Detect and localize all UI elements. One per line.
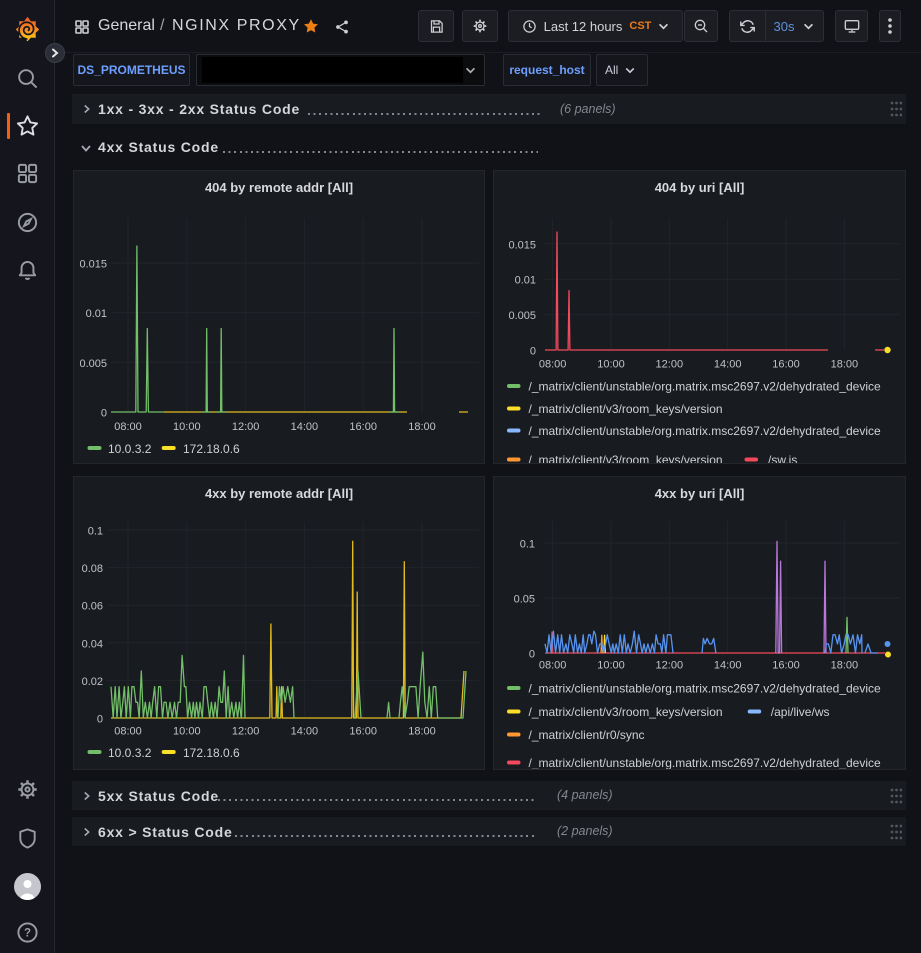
svg-text:14:00: 14:00 [291, 726, 319, 738]
svg-text:08:00: 08:00 [539, 359, 567, 371]
svg-text:/_matrix/client/unstable/org.m: /_matrix/client/unstable/org.matrix.msc2… [529, 682, 882, 696]
svg-text:/sw.js: /sw.js [768, 453, 797, 464]
svg-text:0: 0 [97, 714, 103, 726]
svg-text:10.0.3.2: 10.0.3.2 [108, 442, 152, 456]
svg-text:16:00: 16:00 [349, 421, 377, 433]
svg-text:12:00: 12:00 [232, 726, 260, 738]
svg-text:14:00: 14:00 [291, 421, 319, 433]
svg-text:0.06: 0.06 [82, 601, 103, 613]
svg-text:0: 0 [529, 649, 535, 661]
svg-text:0.08: 0.08 [82, 563, 103, 575]
svg-text:16:00: 16:00 [772, 660, 800, 672]
svg-text:14:00: 14:00 [714, 660, 742, 672]
svg-text:08:00: 08:00 [114, 421, 142, 433]
svg-text:/_matrix/client/unstable/org.m: /_matrix/client/unstable/org.matrix.msc2… [529, 424, 882, 438]
svg-text:172.18.0.6: 172.18.0.6 [183, 442, 240, 456]
svg-text:/api/live/ws: /api/live/ws [771, 705, 830, 719]
svg-text:14:00: 14:00 [714, 359, 742, 371]
svg-text:/_matrix/client/unstable/org.m: /_matrix/client/unstable/org.matrix.msc2… [529, 756, 882, 770]
svg-text:12:00: 12:00 [232, 421, 260, 433]
svg-text:0.05: 0.05 [514, 594, 535, 606]
svg-text:0.015: 0.015 [79, 259, 107, 271]
svg-text:0.1: 0.1 [88, 526, 103, 538]
svg-text:10:00: 10:00 [173, 726, 201, 738]
svg-text:10.0.3.2: 10.0.3.2 [108, 746, 152, 760]
svg-text:0.01: 0.01 [515, 275, 536, 287]
svg-text:/_matrix/client/r0/sync: /_matrix/client/r0/sync [529, 728, 645, 742]
svg-text:18:00: 18:00 [831, 660, 859, 672]
svg-text:0.005: 0.005 [79, 358, 107, 370]
svg-text:16:00: 16:00 [349, 726, 377, 738]
svg-text:10:00: 10:00 [597, 359, 625, 371]
svg-text:/_matrix/client/v3/room_keys/v: /_matrix/client/v3/room_keys/version [529, 402, 723, 416]
svg-text:10:00: 10:00 [597, 660, 625, 672]
svg-text:16:00: 16:00 [772, 359, 800, 371]
svg-text:0.005: 0.005 [508, 310, 536, 322]
svg-text:0: 0 [530, 346, 536, 358]
svg-text:?: ? [24, 928, 31, 940]
svg-text:/_matrix/client/unstable/org.m: /_matrix/client/unstable/org.matrix.msc2… [529, 380, 882, 394]
svg-text:0.1: 0.1 [520, 539, 535, 551]
svg-text:08:00: 08:00 [539, 660, 567, 672]
svg-text:0.01: 0.01 [86, 308, 107, 320]
svg-text:18:00: 18:00 [408, 726, 436, 738]
svg-text:0: 0 [101, 408, 107, 420]
svg-text:/_matrix/client/v3/room_keys/v: /_matrix/client/v3/room_keys/version [529, 705, 723, 719]
svg-text:12:00: 12:00 [656, 359, 684, 371]
svg-text:08:00: 08:00 [114, 726, 142, 738]
svg-text:0.015: 0.015 [508, 239, 536, 251]
svg-text:0.02: 0.02 [82, 676, 103, 688]
svg-text:18:00: 18:00 [408, 421, 436, 433]
svg-text:0.04: 0.04 [82, 638, 103, 650]
svg-text:12:00: 12:00 [656, 660, 684, 672]
svg-text:172.18.0.6: 172.18.0.6 [183, 746, 240, 760]
svg-text:/_matrix/client/v3/room_keys/v: /_matrix/client/v3/room_keys/version [529, 453, 723, 464]
svg-text:18:00: 18:00 [831, 359, 859, 371]
svg-text:10:00: 10:00 [173, 421, 201, 433]
